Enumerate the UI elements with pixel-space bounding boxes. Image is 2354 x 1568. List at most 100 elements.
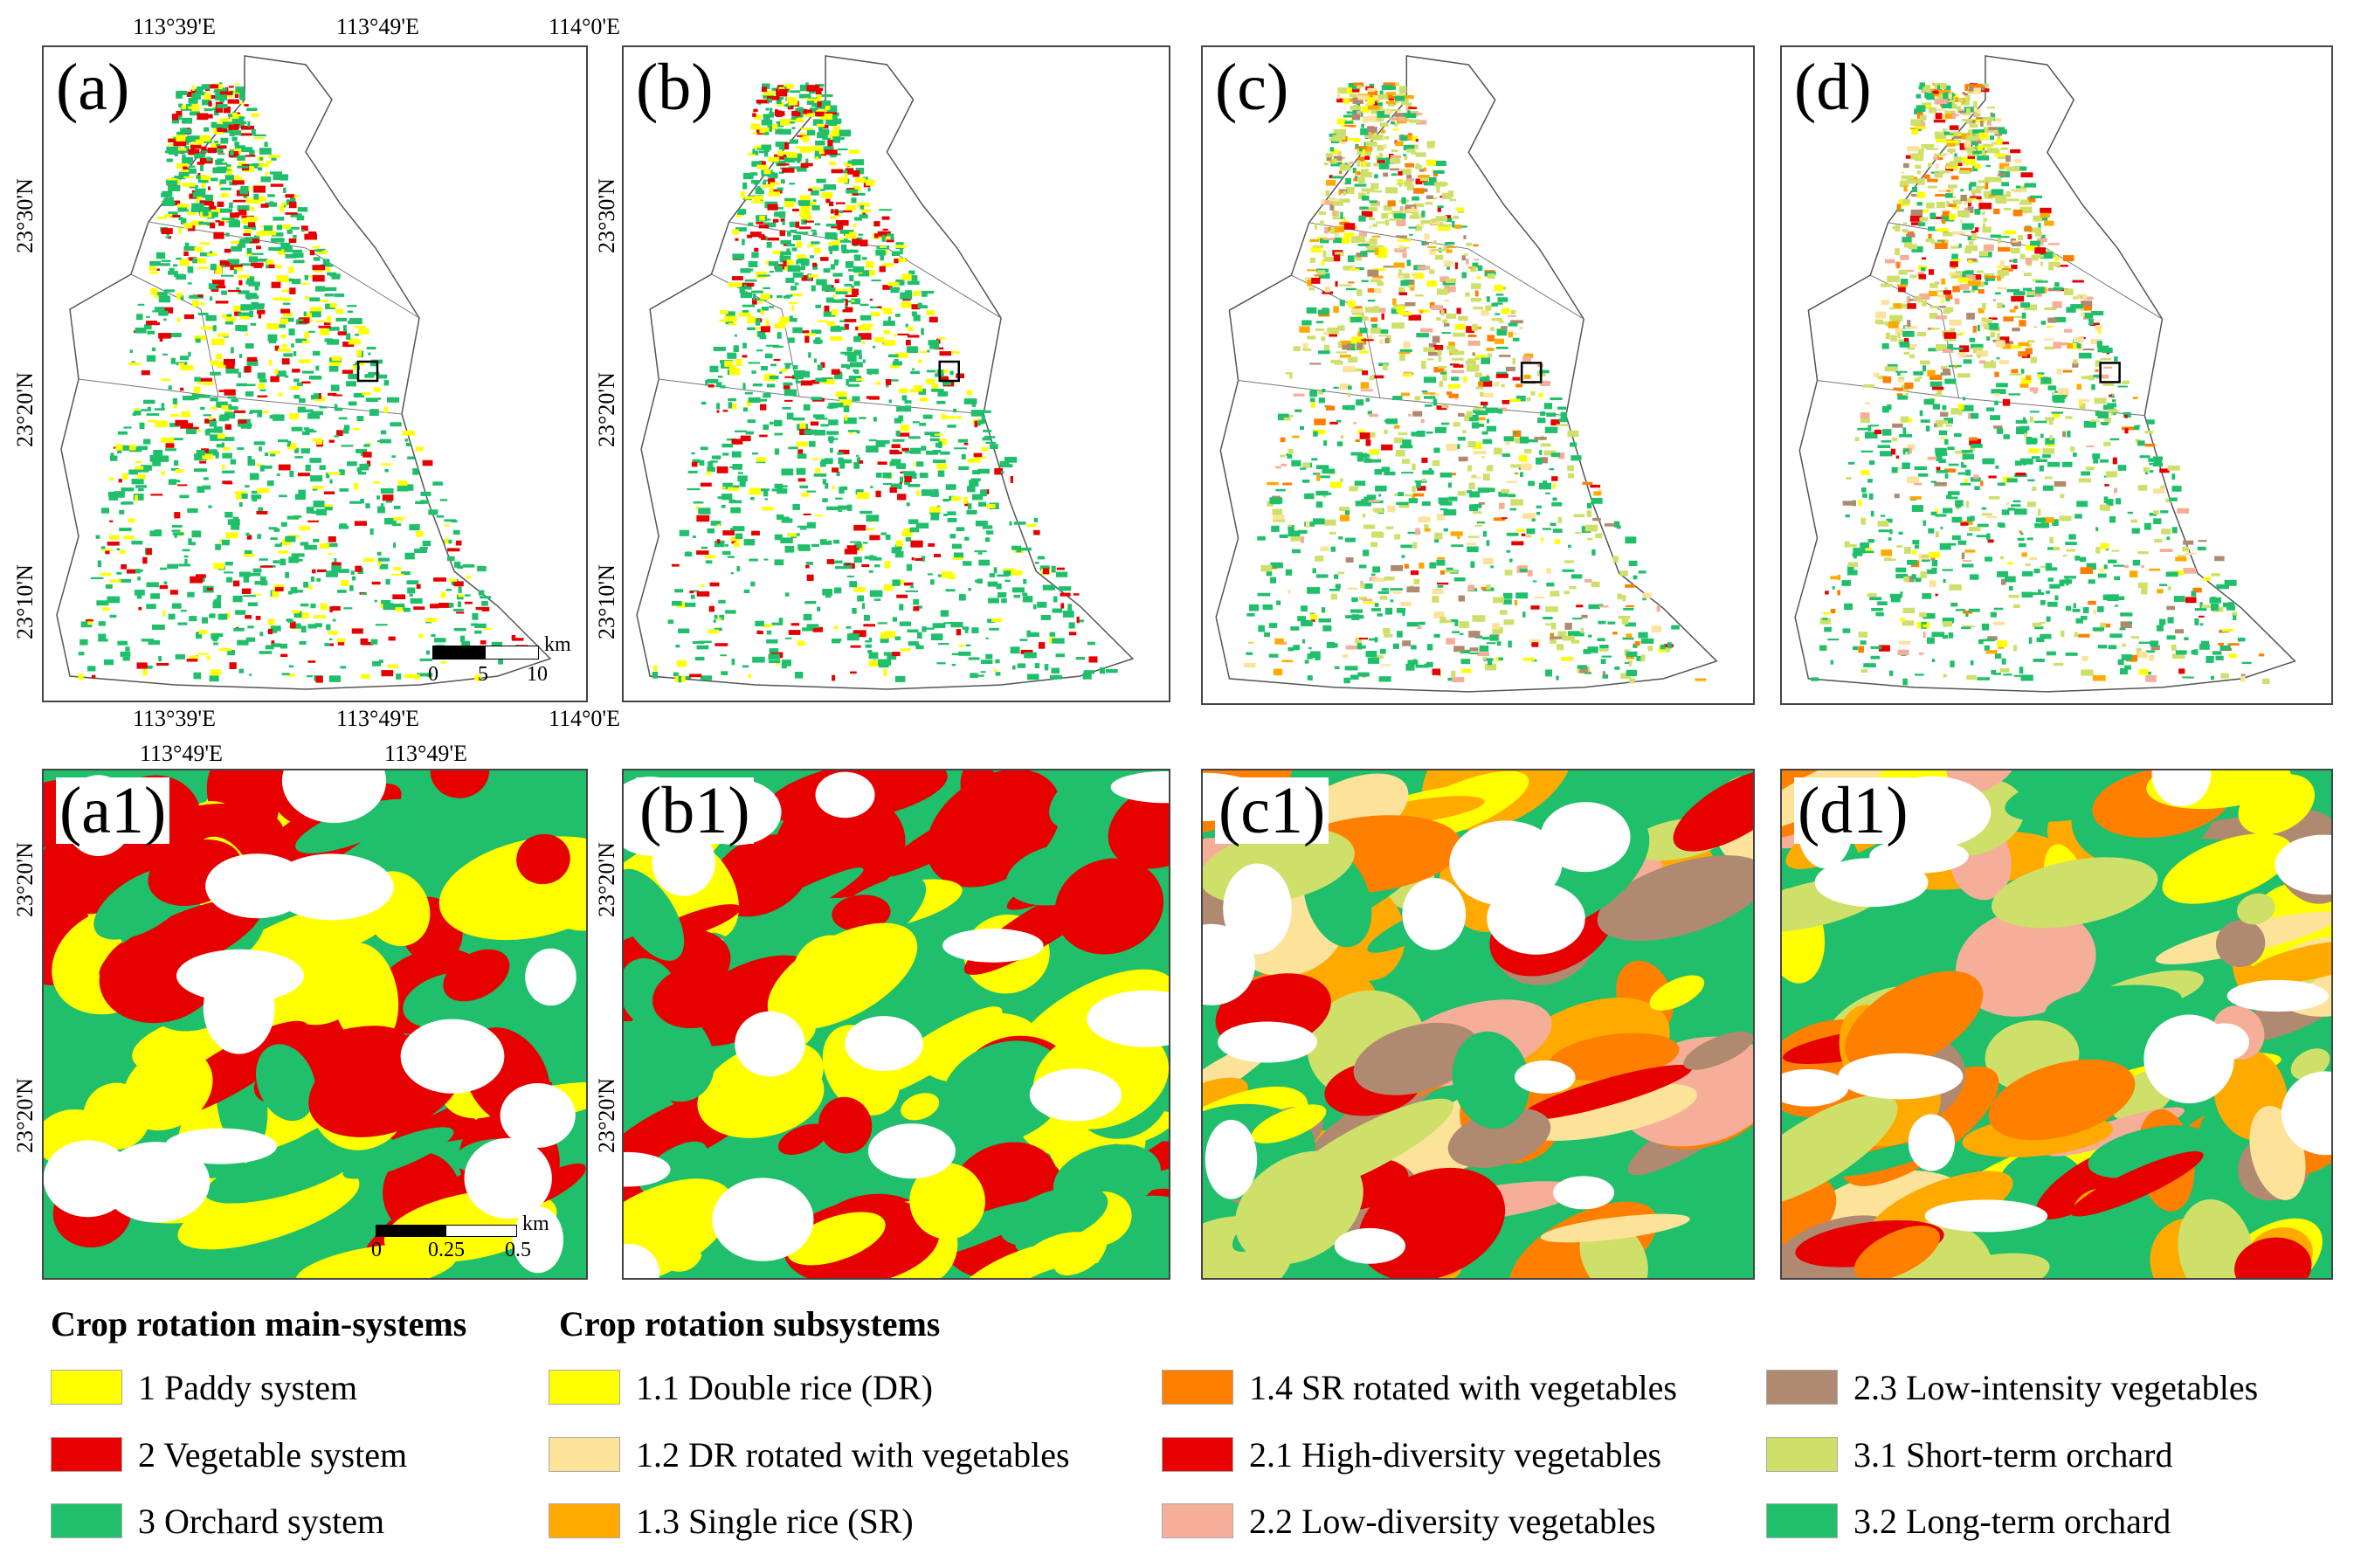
district-map-d <box>1794 55 2296 693</box>
legend-item-sub-3-2: 3.2 Long-term orchard <box>1766 1501 2171 1541</box>
legend-label: 3 Orchard system <box>138 1501 385 1541</box>
panel-label-b1: (b1) <box>636 777 754 844</box>
lon-tick-top: 114°0'E <box>549 14 620 39</box>
legend-swatch <box>1162 1370 1233 1405</box>
zoom-panel-a1: (a1) km 0 0.25 0.5 <box>42 769 588 1280</box>
lat-tick-left-b: 23°30'N <box>594 178 619 253</box>
zoom-extent-box <box>2099 362 2121 383</box>
panel-label-b: (b) <box>636 51 714 124</box>
legend-swatch <box>549 1437 620 1472</box>
map-panel-d: (d) <box>1780 45 2333 705</box>
legend-item-sub-1-3: 1.3 Single rice (SR) <box>549 1501 914 1541</box>
scale-tick: 0.25 <box>428 1239 465 1261</box>
zoom-lat-tick-b1: 23°20'N <box>594 842 619 917</box>
district-map-b <box>636 55 1135 690</box>
panel-label-a: (a) <box>56 51 130 124</box>
legend-swatch <box>1766 1437 1838 1472</box>
legend-item-orchard-system: 3 Orchard system <box>51 1501 384 1541</box>
legend-label: 3.2 Long-term orchard <box>1854 1501 2171 1541</box>
legend-swatch <box>1162 1503 1233 1538</box>
zoom-map-b1 <box>624 770 1169 1278</box>
legend-swatch <box>51 1503 122 1538</box>
legend-label: 1.1 Double rice (DR) <box>636 1367 933 1407</box>
lat-tick-left: 23°30'N <box>12 178 38 253</box>
panel-label-c1: (c1) <box>1215 777 1329 844</box>
panel-label-d1: (d1) <box>1794 777 1912 844</box>
zoom-map-d1 <box>1782 770 2331 1278</box>
legend-label: 2 Vegetable system <box>138 1434 408 1475</box>
scale-tick: 0 <box>428 663 438 686</box>
scale-tick: 5 <box>478 663 488 686</box>
legend-swatch <box>1766 1370 1838 1405</box>
legend-item-vegetable-system: 2 Vegetable system <box>51 1434 407 1475</box>
legend-swatch <box>549 1370 620 1405</box>
zoom-extent-box <box>938 360 960 383</box>
lon-tick-bottom: 113°39'E <box>133 706 216 731</box>
zoom-map-a1 <box>44 770 586 1278</box>
zoom-patches <box>1782 770 2331 1278</box>
legend-sub-heading: Crop rotation subsystems <box>559 1304 941 1344</box>
zoom-extent-box <box>1520 362 1543 383</box>
legend-label: 1.3 Single rice (SR) <box>636 1501 914 1541</box>
zoom-panel-d1: (d1) <box>1780 769 2333 1280</box>
scale-unit: km <box>544 633 571 656</box>
panel-label-d: (d) <box>1794 51 1872 124</box>
cropland-patches <box>1811 82 2270 686</box>
legend-label: 3.1 Short-term orchard <box>1854 1434 2173 1475</box>
legend-item-sub-2-2: 2.2 Low-diversity vegetables <box>1162 1501 1655 1541</box>
legend-swatch <box>549 1503 620 1538</box>
scale-unit: km <box>522 1212 549 1235</box>
legend-main-heading: Crop rotation main-systems <box>51 1304 467 1344</box>
panel-label-a1: (a1) <box>56 777 170 844</box>
zoom-lon-tick: 113°49'E <box>384 741 467 766</box>
zoom-lat-tick: 23°20'N <box>12 1078 38 1153</box>
legend-swatch <box>1766 1503 1838 1538</box>
zoom-lat-tick-b1: 23°20'N <box>594 1078 619 1153</box>
zoom-lon-tick: 113°49'E <box>140 741 223 766</box>
district-boundary <box>636 55 1135 690</box>
legend-item-sub-1-4: 1.4 SR rotated with vegetables <box>1162 1367 1677 1407</box>
lat-tick-left: 23°10'N <box>12 564 38 639</box>
district-map-c <box>1215 55 1718 693</box>
district-map-a <box>56 55 552 690</box>
cropland-patches <box>1244 82 1707 684</box>
map-panel-c: (c) <box>1201 45 1755 705</box>
scale-tick: 10 <box>527 663 548 686</box>
legend-item-paddy-system: 1 Paddy system <box>51 1367 357 1407</box>
legend-item-sub-1-2: 1.2 DR rotated with vegetables <box>549 1434 1070 1475</box>
legend-swatch <box>51 1370 122 1405</box>
legend-label: 2.2 Low-diversity vegetables <box>1249 1501 1656 1541</box>
lon-tick-top: 113°49'E <box>336 14 419 39</box>
zoom-patches <box>44 770 586 1278</box>
subdistrict-boundary <box>148 221 420 319</box>
subdistrict-boundary <box>130 273 219 397</box>
lat-tick-left: 23°20'N <box>12 372 38 447</box>
scale-bar-zoom: km 0 0.25 0.5 <box>371 1212 586 1277</box>
subdistrict-boundary <box>1308 222 1584 320</box>
lat-tick-left-b: 23°10'N <box>594 564 619 639</box>
map-panel-a: (a) km 0 5 10 <box>42 45 588 702</box>
zoom-extent-box <box>356 360 379 383</box>
zoom-patches <box>624 770 1169 1278</box>
legend-item-sub-2-1: 2.1 High-diversity vegetables <box>1162 1434 1661 1475</box>
cropland-patches <box>652 82 1118 683</box>
scale-tick: 0 <box>371 1239 382 1261</box>
legend-item-sub-2-3: 2.3 Low-intensity vegetables <box>1766 1367 2258 1407</box>
scale-bar-overview: km 0 5 10 <box>428 633 581 698</box>
subdistrict-boundary <box>1870 274 1960 398</box>
legend-swatch <box>1162 1437 1233 1472</box>
zoom-panel-b1: (b1) <box>622 769 1170 1280</box>
scale-tick: 0.5 <box>505 1239 531 1261</box>
map-panel-b: (b) <box>622 45 1170 702</box>
zoom-panel-c1: (c1) <box>1201 769 1755 1280</box>
zoom-lat-tick: 23°20'N <box>12 842 38 917</box>
lon-tick-bottom: 114°0'E <box>549 706 620 731</box>
cropland-patches <box>78 82 528 683</box>
legend-swatch <box>51 1437 122 1472</box>
panel-label-c: (c) <box>1215 51 1289 124</box>
legend-label: 1 Paddy system <box>138 1367 358 1407</box>
legend-label: 1.2 DR rotated with vegetables <box>636 1434 1070 1475</box>
lon-tick-bottom: 113°49'E <box>336 706 419 731</box>
lat-tick-left-b: 23°20'N <box>594 372 619 447</box>
legend-label: 1.4 SR rotated with vegetables <box>1249 1367 1677 1407</box>
